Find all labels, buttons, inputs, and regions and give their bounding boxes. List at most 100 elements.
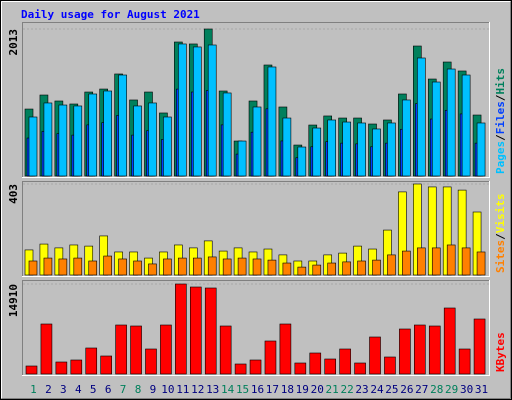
- bar: [148, 102, 157, 177]
- bar: [73, 257, 83, 276]
- bar: [384, 356, 396, 375]
- bar: [297, 266, 307, 276]
- bar: [175, 283, 187, 375]
- bar: [252, 106, 262, 177]
- y-tick-label: 14910: [7, 284, 20, 317]
- bar: [204, 287, 217, 375]
- bar: [282, 262, 292, 276]
- bar: [458, 348, 471, 375]
- bar: [476, 122, 486, 177]
- bar: [43, 257, 53, 276]
- legend: Sites/Visits: [494, 194, 507, 274]
- bar: [237, 257, 247, 276]
- y-tick-label: 2013: [7, 29, 20, 56]
- bar: [219, 325, 232, 375]
- bar: [428, 325, 441, 375]
- legend-entry: Sites: [494, 240, 507, 273]
- bar: [118, 74, 127, 177]
- bar: [103, 90, 112, 177]
- x-tick-label: 29: [445, 383, 458, 396]
- bar: [145, 348, 157, 375]
- bar: [192, 257, 202, 276]
- x-tick-label: 9: [150, 383, 157, 396]
- x-tick-label: 28: [430, 383, 443, 396]
- bar: [28, 260, 38, 276]
- bar: [387, 254, 396, 276]
- bar: [354, 362, 366, 375]
- legend-separator: /: [494, 134, 507, 141]
- x-tick-label: 14: [221, 383, 235, 396]
- bar: [399, 328, 411, 375]
- bar: [163, 258, 172, 276]
- bar: [369, 336, 381, 375]
- x-tick-label: 24: [370, 383, 384, 396]
- x-tick-label: 30: [460, 383, 473, 396]
- chart-title: Daily usage for August 2021: [21, 8, 200, 21]
- bar: [327, 262, 337, 276]
- bar: [461, 74, 471, 177]
- legend-separator: /: [494, 94, 507, 101]
- x-tick-label: 23: [355, 383, 368, 396]
- bar: [267, 66, 277, 177]
- x-tick-label: 16: [251, 383, 264, 396]
- x-tick-label: 6: [105, 383, 112, 396]
- bar: [414, 324, 426, 375]
- bar: [133, 105, 142, 177]
- x-tick-label: 31: [475, 383, 488, 396]
- bar: [28, 116, 38, 177]
- bar: [222, 258, 232, 276]
- bar: [312, 127, 322, 177]
- x-tick-label: 8: [135, 383, 142, 396]
- bar: [73, 105, 83, 177]
- x-tick-label: 25: [385, 383, 398, 396]
- bar: [342, 121, 351, 177]
- bar: [282, 117, 292, 177]
- bar: [294, 362, 307, 375]
- bar: [85, 347, 98, 375]
- bar: [446, 68, 456, 177]
- x-tick-label: 3: [60, 383, 67, 396]
- bar: [207, 256, 217, 276]
- x-tick-label: 4: [75, 383, 82, 396]
- x-tick-label: 7: [120, 383, 127, 396]
- legend-entry: Files: [494, 101, 507, 134]
- x-tick-label: 27: [415, 383, 428, 396]
- x-tick-label: 20: [311, 383, 324, 396]
- bar: [249, 359, 262, 375]
- bar: [443, 307, 456, 375]
- bar: [40, 323, 53, 375]
- bar: [133, 260, 142, 276]
- bar: [461, 247, 471, 276]
- legend: Pages/Files/Hits: [494, 68, 507, 174]
- bar: [163, 116, 172, 177]
- bar: [342, 261, 351, 276]
- bar: [324, 358, 337, 375]
- bar: [279, 323, 292, 375]
- bar: [222, 92, 232, 177]
- legend-entry: KBytes: [494, 332, 507, 372]
- bar: [148, 263, 157, 276]
- x-tick-label: 13: [206, 383, 219, 396]
- bar: [446, 244, 456, 276]
- bar: [357, 260, 366, 276]
- bar: [178, 43, 187, 177]
- bar: [130, 325, 142, 375]
- bar: [297, 146, 307, 177]
- bar: [312, 264, 322, 276]
- x-tick-label: 18: [281, 383, 294, 396]
- x-tick-label: 2: [45, 383, 52, 396]
- x-tick-label: 10: [161, 383, 174, 396]
- legend-entry: Hits: [494, 68, 507, 95]
- x-tick-label: 26: [400, 383, 413, 396]
- x-tick-label: 22: [340, 383, 353, 396]
- bar: [234, 363, 247, 375]
- bar: [473, 318, 486, 375]
- bar: [237, 140, 247, 177]
- bar: [70, 359, 83, 375]
- bar: [417, 57, 426, 177]
- x-tick-label: 19: [296, 383, 309, 396]
- bar: [264, 340, 277, 375]
- y-tick-label: 403: [7, 184, 20, 204]
- legend-entry: Pages: [494, 141, 507, 174]
